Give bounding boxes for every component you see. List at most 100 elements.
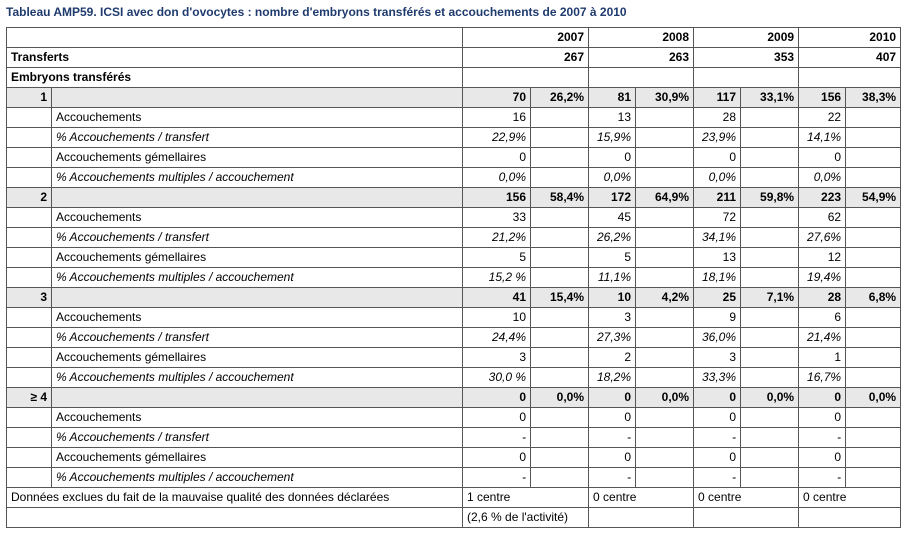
empty-cell (635, 407, 695, 428)
empty-cell (6, 507, 463, 528)
indent-cell (6, 247, 52, 268)
sub-row-value: 0 (693, 147, 742, 168)
sub-row-value: 0 (693, 447, 742, 468)
sub-row-value: - (798, 467, 847, 488)
sub-row-value: 16 (462, 107, 531, 128)
empty-cell (740, 207, 800, 228)
empty-cell (845, 447, 902, 468)
empty-cell (635, 307, 695, 328)
sub-row-label: Accouchements gémellaires (51, 447, 463, 468)
group-label: ≥ 4 (6, 387, 52, 408)
table-title: Tableau AMP59. ICSI avec don d'ovocytes … (6, 5, 627, 19)
empty-cell (845, 407, 902, 428)
indent-cell (6, 347, 52, 368)
empty-cell (740, 467, 800, 488)
indent-cell (6, 127, 52, 148)
empty-cell (845, 367, 902, 388)
sub-row-value: 3 (588, 307, 637, 328)
transferts-value: 263 (588, 47, 695, 68)
sub-row: Accouchements 16 13 28 22 (6, 107, 902, 128)
group-label: 3 (6, 287, 52, 308)
sub-row: Accouchements 33 45 72 62 (6, 207, 902, 228)
sub-row-value: 18,2% (588, 367, 637, 388)
empty-cell (635, 167, 695, 188)
empty-cell (529, 307, 590, 328)
empty-cell (635, 147, 695, 168)
empty-cell (740, 327, 800, 348)
indent-cell (6, 227, 52, 248)
group-transfer-count: 0 (798, 387, 847, 408)
sub-row: % Accouchements / transfert - - - - (6, 427, 902, 448)
year-header: 2010 (798, 27, 902, 48)
sub-row: Accouchements 10 3 9 6 (6, 307, 902, 328)
sub-row-value: 15,2 % (462, 267, 531, 288)
sub-row-label: Accouchements (51, 307, 463, 328)
indent-cell (6, 107, 52, 128)
transferts-value: 353 (693, 47, 800, 68)
empty-cell (635, 367, 695, 388)
group-transfer-pct: 30,9% (635, 87, 695, 108)
sub-row-value: 19,4% (798, 267, 847, 288)
excluded-note: (2,6 % de l'activité) (461, 507, 590, 528)
empty-cell (740, 427, 800, 448)
group-transfer-count: 0 (462, 387, 531, 408)
excluded-value: 0 centre (693, 487, 800, 508)
group-transfer-pct: 0,0% (845, 387, 902, 408)
sub-row-value: 16,7% (798, 367, 847, 388)
sub-row-value: - (588, 427, 637, 448)
sub-row-value: 15,9% (588, 127, 637, 148)
sub-row-value: 22 (798, 107, 847, 128)
group-transfer-pct: 4,2% (635, 287, 695, 308)
group-transfer-pct: 0,0% (635, 387, 695, 408)
sub-row-value: 6 (798, 307, 847, 328)
embryons-label-row: Embryons transférés (6, 67, 902, 88)
empty-cell (635, 327, 695, 348)
sub-row-label: Accouchements (51, 207, 463, 228)
sub-row-value: 28 (693, 107, 742, 128)
sub-row-value: 0,0% (693, 167, 742, 188)
group-transfer-pct: 6,8% (845, 287, 902, 308)
sub-row-value: 22,9% (462, 127, 531, 148)
empty-cell (740, 147, 800, 168)
empty-cell (635, 227, 695, 248)
group-transfer-count: 10 (588, 287, 637, 308)
indent-cell (6, 367, 52, 388)
group-transfer-pct: 38,3% (845, 87, 902, 108)
empty-cell (635, 447, 695, 468)
sub-row-value: 0 (798, 447, 847, 468)
indent-cell (6, 207, 52, 228)
group-transfer-pct: 59,8% (740, 187, 800, 208)
empty-cell (798, 507, 902, 528)
sub-row: % Accouchements / transfert 24,4% 27,3% 36,… (6, 327, 902, 348)
group-transfer-count: 70 (462, 87, 531, 108)
header-blank-cell (6, 27, 463, 48)
group-row: ≥ 4 0 0,0% 0 0,0% 0 0,0% 0 0,0% (6, 387, 902, 408)
empty-cell (529, 347, 590, 368)
sub-row-value: 24,4% (462, 327, 531, 348)
group-transfer-pct: 15,4% (529, 287, 590, 308)
group-transfer-count: 156 (462, 187, 531, 208)
sub-row-value: 0 (588, 447, 637, 468)
empty-cell (529, 247, 590, 268)
sub-row: Accouchements gémellaires 0 0 0 0 (6, 147, 902, 168)
indent-cell (6, 467, 52, 488)
sub-row-value: 13 (588, 107, 637, 128)
sub-row-label: Accouchements gémellaires (51, 147, 463, 168)
empty-cell (740, 167, 800, 188)
excluded-value: 0 centre (588, 487, 695, 508)
empty-cell (529, 127, 590, 148)
sub-row: Accouchements 0 0 0 0 (6, 407, 902, 428)
empty-cell (845, 347, 902, 368)
sub-row: % Accouchements / transfert 21,2% 26,2% 34,… (6, 227, 902, 248)
sub-row-value: 36,0% (693, 327, 742, 348)
table-body: 2007 2008 2009 2010 Transferts 267 263 353 407 Em… (6, 27, 902, 528)
sub-row-value: 45 (588, 207, 637, 228)
empty-cell (635, 127, 695, 148)
empty-cell (529, 427, 590, 448)
empty-cell (588, 507, 695, 528)
sub-row-value: 14,1% (798, 127, 847, 148)
indent-cell (6, 327, 52, 348)
sub-row: % Accouchements multiples / accouchement… (6, 267, 902, 288)
sub-row-label: % Accouchements / transfert (51, 127, 463, 148)
sub-row-value: 0,0% (588, 167, 637, 188)
